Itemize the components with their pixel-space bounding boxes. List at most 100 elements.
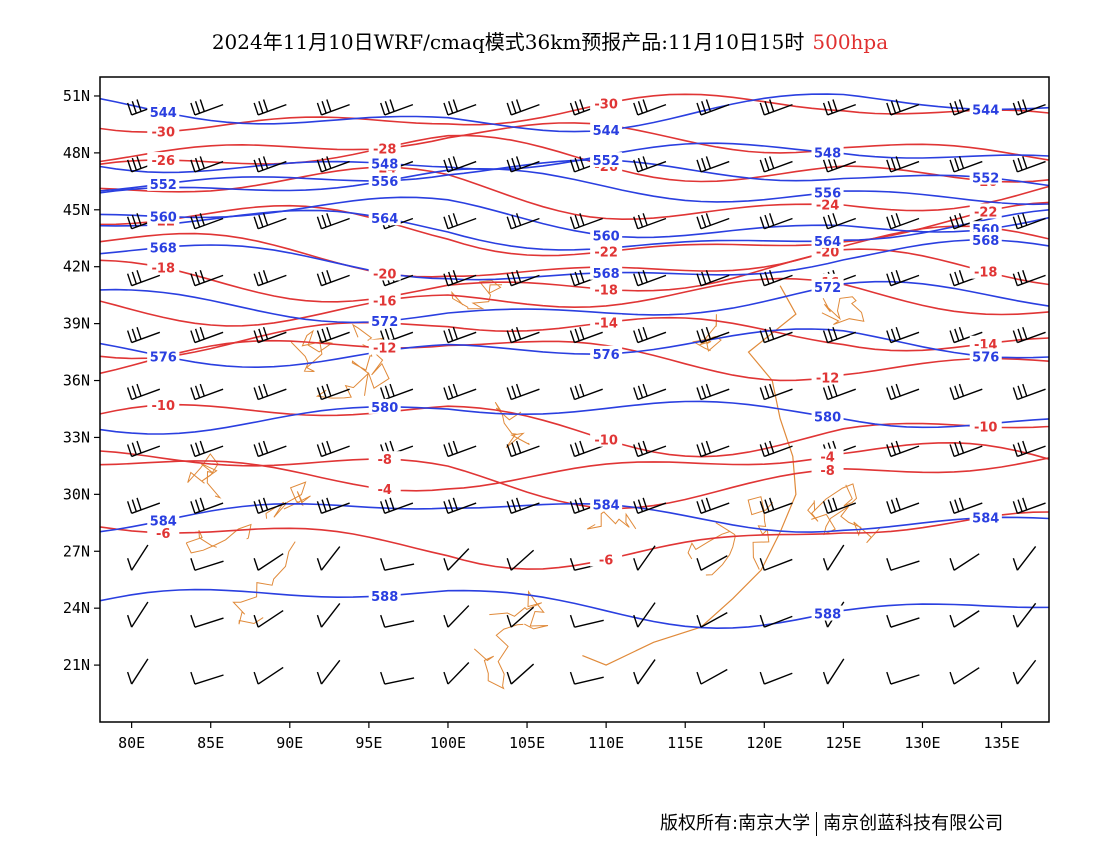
temperature-contour-label: -8 [377, 453, 391, 468]
wind-barb [380, 614, 415, 628]
wind-barb [949, 497, 983, 514]
wind-barb [316, 383, 350, 401]
lon-label: 90E [276, 734, 303, 752]
wind-barb [126, 601, 149, 628]
wind-barb [506, 549, 535, 571]
temperature-contour-line [100, 511, 1049, 570]
lon-label: 120E [746, 734, 782, 752]
temperature-contour-label: -14 [594, 316, 618, 331]
temperature-contour-label: -28 [373, 142, 397, 157]
temperature-contour-line [100, 166, 1049, 221]
temperature-contour-label: -6 [156, 527, 170, 542]
height-contour-line [100, 167, 1049, 206]
lon-label: 105E [509, 734, 545, 752]
lon-label: 125E [825, 734, 861, 752]
height-contour-label: 572 [814, 281, 841, 296]
height-contour-label-bg [368, 210, 401, 226]
border-line [185, 523, 252, 554]
lon-label: 80E [118, 734, 145, 752]
temperature-contour-label: -10 [974, 421, 998, 436]
wind-barb [126, 383, 161, 401]
wind-barb [569, 270, 603, 287]
height-contour-label-bg [969, 348, 1002, 364]
temperature-contour-line [100, 450, 1049, 510]
wind-barb [1012, 659, 1037, 685]
temperature-contour-label: -6 [599, 553, 613, 568]
title-main: 2024年11月10日WRF/cmaq模式36km预报产品:11月10日15时 [211, 30, 805, 54]
temperature-contour-label-bg [147, 152, 180, 168]
border-line [692, 314, 722, 352]
wind-barb [253, 213, 287, 230]
height-contour-label-bg [811, 144, 844, 160]
height-contour-label: 584 [150, 514, 177, 529]
wind-barb [253, 553, 284, 571]
height-contours [100, 93, 1049, 630]
temperature-contour-label-bg [147, 123, 180, 139]
height-contour-label-bg [811, 278, 844, 294]
border-line [687, 522, 736, 576]
wind-barb [759, 558, 793, 571]
temperature-contour-label: -18 [152, 262, 176, 277]
wind-barb [886, 270, 920, 287]
wind-barb [569, 440, 603, 458]
temperature-contour-line [100, 316, 1049, 360]
wind-barb [949, 383, 983, 401]
temperature-contour-label-bg [811, 196, 844, 212]
wind-barb [822, 326, 856, 344]
wind-barb [569, 326, 603, 344]
latitude-axis: 51N 48N 45N 42N 39N 36N 33N 30N 27N 24N 21N [63, 87, 100, 674]
wind-barb [316, 156, 350, 173]
temperature-contour-label-bg [590, 281, 623, 297]
plot-area: -30-30-30-28-28-26-26-26-24-24-22-22-22-… [100, 93, 1049, 690]
temperature-contour-line [100, 403, 1049, 458]
border-line [451, 279, 503, 310]
lat-label: 42N [63, 258, 90, 276]
temperature-contour-label-bg [811, 461, 844, 477]
border-line [473, 623, 524, 690]
wind-barb [1012, 326, 1046, 344]
height-contour-label: 576 [593, 348, 620, 363]
wind-barb [759, 156, 793, 173]
temperature-contour-label: -30 [152, 126, 176, 141]
wind-barb [253, 270, 287, 287]
wind-barb [949, 326, 983, 344]
lat-label: 30N [63, 485, 90, 503]
wind-barb [316, 270, 350, 287]
wind-barb [1012, 602, 1037, 628]
temperature-contour-label-bg [811, 448, 844, 464]
lon-label: 115E [667, 734, 703, 752]
coastline [582, 285, 797, 666]
wind-barb [316, 659, 341, 685]
wind-barb [253, 383, 287, 401]
border-line [807, 483, 858, 522]
wind-barb [380, 558, 415, 571]
height-contour-label: 568 [593, 267, 620, 282]
temperature-contour-line [100, 248, 1049, 303]
border-line [315, 344, 390, 399]
wind-barb [569, 671, 604, 685]
wind-barb [443, 440, 477, 458]
wind-barb [759, 213, 793, 230]
wind-barb [190, 326, 224, 344]
height-contour-label: 544 [972, 103, 999, 118]
contour-labels: -30-30-30-28-28-26-26-26-24-24-22-22-22-… [147, 95, 1002, 623]
lat-label: 39N [63, 315, 90, 333]
temperature-contour-label: -22 [974, 205, 998, 220]
height-contour-line [100, 400, 1049, 435]
lon-label: 130E [904, 734, 940, 752]
temperature-contour-label-bg [590, 431, 623, 447]
wind-barb [443, 548, 470, 571]
temperature-contour-line [100, 201, 1049, 257]
temperature-contour-label: -10 [152, 399, 176, 414]
temperature-contour-label: -16 [373, 295, 397, 310]
height-contour-line [100, 196, 1049, 239]
wind-barb [696, 440, 730, 458]
border-line [811, 505, 881, 544]
wind-barb [569, 614, 604, 628]
wind-barb [886, 213, 920, 230]
border-line [232, 541, 296, 625]
height-contour-label: 588 [371, 590, 398, 605]
wind-barb [633, 99, 667, 116]
wind-barb [253, 156, 287, 173]
wind-barb [316, 497, 350, 514]
